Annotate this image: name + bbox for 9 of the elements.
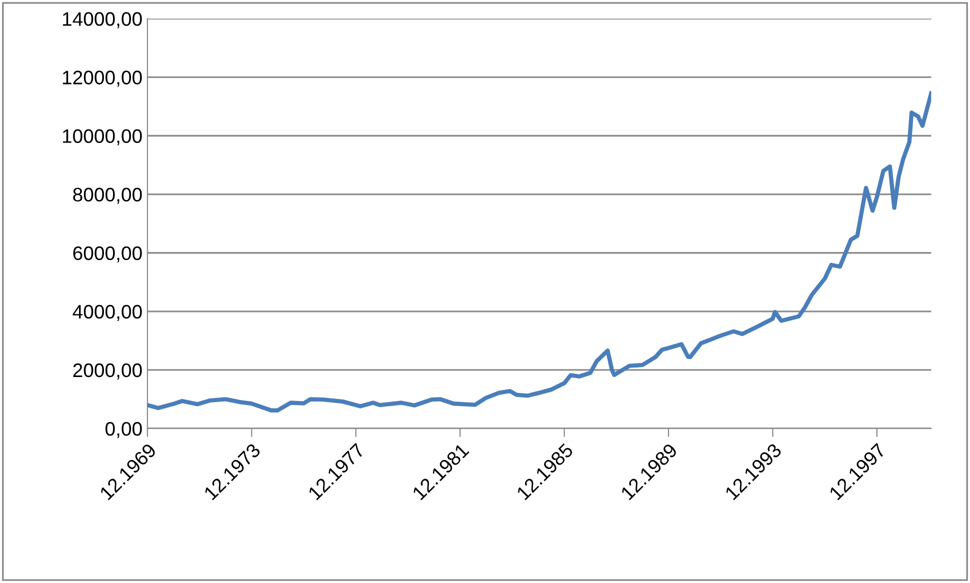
y-tick-label: 2000,00 (73, 363, 142, 380)
y-tick-label: 0,00 (106, 422, 142, 438)
y-tick-label: 6000,00 (73, 246, 142, 262)
y-tick-label: 10000,00 (62, 129, 142, 146)
y-tick-label: 14000,00 (62, 12, 142, 28)
y-tick-label: 8000,00 (73, 188, 142, 204)
y-tick-label: 12000,00 (62, 70, 142, 87)
line-series (147, 91, 932, 412)
y-tick-label: 4000,00 (72, 304, 142, 321)
